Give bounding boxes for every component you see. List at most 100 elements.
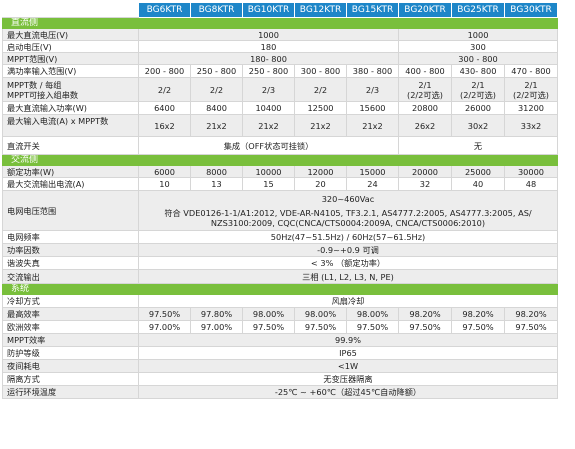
cell-value: 12500	[294, 101, 347, 115]
section-header-dc: 直流侧	[2, 17, 558, 29]
cell-value: 97.50%	[451, 320, 505, 334]
row-label: 直流开关	[2, 136, 139, 155]
cell-value: 48	[504, 177, 558, 191]
grid-standards-line: 符合 VDE0126-1-1/A1:2012, VDE-AR-N4105, TF…	[164, 207, 532, 218]
cell-value: 380 - 800	[346, 64, 399, 78]
model-header: BG8KTR	[190, 2, 243, 18]
cell-value: 300 - 800	[294, 64, 347, 78]
cell-value: 99.9%	[138, 333, 558, 347]
cell-value: 97.50%	[346, 320, 399, 334]
cell-value: 21x2	[294, 114, 347, 137]
cell-value: -0.9~+0.9 可调	[138, 243, 558, 257]
cell-value: 400 - 800	[398, 64, 452, 78]
cell-value: 97.00%	[190, 320, 243, 334]
cell-value: 6400	[138, 101, 191, 115]
cell-value: 20800	[398, 101, 452, 115]
row-label: MPPT数 / 每组 MPPT可接入组串数	[2, 77, 139, 102]
cell-value: 2/1 (2/2可选)	[398, 77, 452, 102]
row-label: 启动电压(V)	[2, 40, 139, 53]
cell-value: 10000	[242, 165, 295, 178]
cell-value: 2/3	[346, 77, 399, 102]
cell-value: 无	[398, 136, 558, 155]
cell-value: 2/2	[294, 77, 347, 102]
model-header: BG30KTR	[504, 2, 558, 18]
row-label: 夜间耗电	[2, 359, 139, 373]
cell-value: 430- 800	[451, 64, 505, 78]
row-label: 最大交流输出电流(A)	[2, 177, 139, 191]
table-row: MPPT效率 99.9%	[2, 333, 558, 347]
table-row: 防护等级 IP65	[2, 346, 558, 360]
cell-value: 33x2	[504, 114, 558, 137]
cell-value: 2/1 (2/2可选)	[451, 77, 505, 102]
table-row: 最大直流电压(V) 1000 1000	[2, 28, 558, 41]
row-label: 最高效率	[2, 307, 139, 321]
table-row: 功率因数 -0.9~+0.9 可调	[2, 243, 558, 257]
cell-value: < 3% （额定功率）	[138, 256, 558, 270]
cell-value: 300	[398, 40, 558, 53]
grid-standards-line: NZS3100:2009, CQC(CNCA/CTS0004:2009A, CN…	[210, 217, 486, 228]
table-row: 冷却方式 风扇冷却	[2, 294, 558, 308]
model-header: BG12KTR	[294, 2, 347, 18]
model-header: BG6KTR	[138, 2, 191, 18]
row-label: 欧洲效率	[2, 320, 139, 334]
row-label: 冷却方式	[2, 294, 139, 308]
table-row: 隔离方式 无变压器隔离	[2, 372, 558, 386]
table-row: 交流输出 三相 (L1, L2, L3, N, PE)	[2, 269, 558, 284]
model-header: BG15KTR	[346, 2, 399, 18]
cell-value: 97.50%	[242, 320, 295, 334]
cell-value: 2/1 (2/2可选)	[504, 77, 558, 102]
table-row: 电网电压范围 320~460Vac 符合 VDE0126-1-1/A1:2012…	[2, 190, 558, 231]
table-row: 最大直流输入功率(W) 6400 8400 10400 12500 15600 …	[2, 101, 558, 115]
cell-value: 21x2	[190, 114, 243, 137]
cell-value: 97.50%	[398, 320, 452, 334]
cell-value: 集成（OFF状态可挂锁）	[138, 136, 399, 155]
table-row: 运行环境温度 -25℃ ~ +60℃（超过45℃自动降额）	[2, 385, 558, 399]
cell-value: 98.00%	[346, 307, 399, 321]
cell-value: 2/2	[138, 77, 191, 102]
row-label: 功率因数	[2, 243, 139, 257]
cell-value: 250 - 800	[190, 64, 243, 78]
table-row: MPPT范围(V) 180- 800 300 - 800	[2, 52, 558, 65]
grid-voltage-cell: 320~460Vac 符合 VDE0126-1-1/A1:2012, VDE-A…	[138, 190, 558, 231]
cell-value: 8400	[190, 101, 243, 115]
cell-value: 97.50%	[294, 320, 347, 334]
cell-value: 三相 (L1, L2, L3, N, PE)	[138, 269, 558, 284]
cell-value: 2/3	[242, 77, 295, 102]
cell-value: 32	[398, 177, 452, 191]
cell-value: 98.00%	[294, 307, 347, 321]
cell-value: 97.50%	[504, 320, 558, 334]
model-header-row: BG6KTR BG8KTR BG10KTR BG12KTR BG15KTR BG…	[2, 2, 558, 18]
cell-value: 40	[451, 177, 505, 191]
section-header-system: 系统	[2, 283, 558, 295]
cell-value: IP65	[138, 346, 558, 360]
cell-value: 21x2	[242, 114, 295, 137]
cell-value: 250 - 800	[242, 64, 295, 78]
section-title: 交流侧	[2, 154, 558, 166]
cell-value: 24	[346, 177, 399, 191]
row-label: 最大直流电压(V)	[2, 28, 139, 41]
cell-value: 1000	[138, 28, 399, 41]
cell-value: 20	[294, 177, 347, 191]
table-row: 电网频率 50Hz(47~51.5Hz) / 60Hz(57~61.5Hz)	[2, 230, 558, 244]
cell-value: <1W	[138, 359, 558, 373]
cell-value: 15000	[346, 165, 399, 178]
cell-value: 15	[242, 177, 295, 191]
cell-value: 98.20%	[504, 307, 558, 321]
cell-value: 无变压器隔离	[138, 372, 558, 386]
row-label: 最大直流输入功率(W)	[2, 101, 139, 115]
cell-value: 180	[138, 40, 399, 53]
cell-value: 1000	[398, 28, 558, 41]
cell-value: 30000	[504, 165, 558, 178]
cell-value: 180- 800	[138, 52, 399, 65]
cell-value: 20000	[398, 165, 452, 178]
cell-value: 12000	[294, 165, 347, 178]
row-label: 电网电压范围	[2, 190, 139, 231]
cell-value: -25℃ ~ +60℃（超过45℃自动降额）	[138, 385, 558, 399]
table-row: 谐波失真 < 3% （额定功率）	[2, 256, 558, 270]
row-label: MPPT范围(V)	[2, 52, 139, 65]
table-row: 直流开关 集成（OFF状态可挂锁） 无	[2, 136, 558, 155]
table-row: 最大输入电流(A) x MPPT数 16x2 21x2 21x2 21x2 21…	[2, 114, 558, 137]
row-label: 隔离方式	[2, 372, 139, 386]
cell-value: 10400	[242, 101, 295, 115]
